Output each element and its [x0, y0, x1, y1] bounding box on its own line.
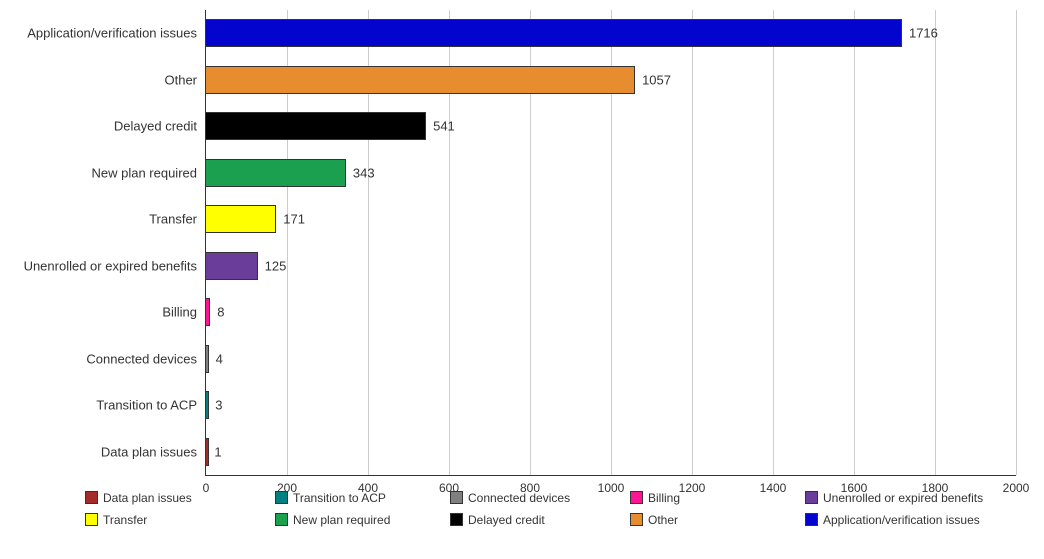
bar: [206, 113, 425, 139]
legend-swatch-icon: [450, 513, 463, 526]
bar: [206, 253, 257, 279]
x-tick-label: 0: [203, 481, 210, 495]
bar-value-label: 1716: [909, 26, 938, 41]
legend-label: Data plan issues: [103, 491, 192, 505]
category-label: Connected devices: [2, 351, 197, 366]
legend-swatch-icon: [630, 491, 643, 504]
bar: [206, 20, 901, 46]
legend-item: Transition to ACP: [275, 490, 386, 505]
grid-line: [692, 10, 693, 475]
bar: [206, 392, 208, 418]
grid-line: [773, 10, 774, 475]
legend-label: New plan required: [293, 513, 390, 527]
x-tick-label: 2000: [1003, 481, 1030, 495]
plot-area: 0200400600800100012001400160018002000171…: [205, 10, 1016, 476]
legend-label: Transfer: [103, 513, 147, 527]
legend-item: Application/verification issues: [805, 512, 980, 527]
legend-swatch-icon: [85, 491, 98, 504]
bar-value-label: 541: [433, 119, 455, 134]
legend-label: Application/verification issues: [823, 513, 980, 527]
bar-value-label: 171: [283, 212, 305, 227]
category-label: Data plan issues: [2, 444, 197, 459]
legend-label: Unenrolled or expired benefits: [823, 491, 983, 505]
bar: [206, 346, 208, 372]
bar-value-label: 4: [216, 351, 223, 366]
category-label: Transition to ACP: [2, 398, 197, 413]
legend-swatch-icon: [85, 513, 98, 526]
bar-value-label: 1057: [642, 72, 671, 87]
category-label: New plan required: [2, 165, 197, 180]
chart-container: 0200400600800100012001400160018002000171…: [0, 0, 1044, 559]
category-label: Delayed credit: [2, 119, 197, 134]
legend-label: Transition to ACP: [293, 491, 386, 505]
legend-swatch-icon: [805, 491, 818, 504]
category-label: Unenrolled or expired benefits: [2, 258, 197, 273]
legend-item: New plan required: [275, 512, 390, 527]
category-label: Other: [2, 72, 197, 87]
legend-swatch-icon: [805, 513, 818, 526]
x-tick-label: 1400: [760, 481, 787, 495]
legend-item: Unenrolled or expired benefits: [805, 490, 983, 505]
x-tick-label: 1200: [679, 481, 706, 495]
legend-item: Other: [630, 512, 678, 527]
legend-label: Connected devices: [468, 491, 570, 505]
legend-item: Delayed credit: [450, 512, 545, 527]
legend-item: Transfer: [85, 512, 147, 527]
legend-label: Billing: [648, 491, 680, 505]
legend-label: Other: [648, 513, 678, 527]
bar: [206, 299, 209, 325]
bar: [206, 160, 345, 186]
legend-item: Data plan issues: [85, 490, 192, 505]
bar-value-label: 1: [214, 444, 221, 459]
legend-swatch-icon: [450, 491, 463, 504]
category-label: Transfer: [2, 212, 197, 227]
x-tick-label: 1000: [598, 481, 625, 495]
bar-value-label: 3: [215, 398, 222, 413]
legend-item: Billing: [630, 490, 680, 505]
grid-line: [854, 10, 855, 475]
legend-swatch-icon: [630, 513, 643, 526]
legend-label: Delayed credit: [468, 513, 545, 527]
legend-swatch-icon: [275, 513, 288, 526]
bar-value-label: 125: [265, 258, 287, 273]
bar: [206, 206, 275, 232]
grid-line: [1016, 10, 1017, 475]
legend-item: Connected devices: [450, 490, 570, 505]
bar: [206, 67, 634, 93]
category-label: Application/verification issues: [2, 26, 197, 41]
category-label: Billing: [2, 305, 197, 320]
grid-line: [935, 10, 936, 475]
legend-swatch-icon: [275, 491, 288, 504]
bar-value-label: 343: [353, 165, 375, 180]
bar-value-label: 8: [217, 305, 224, 320]
bar: [206, 439, 208, 465]
